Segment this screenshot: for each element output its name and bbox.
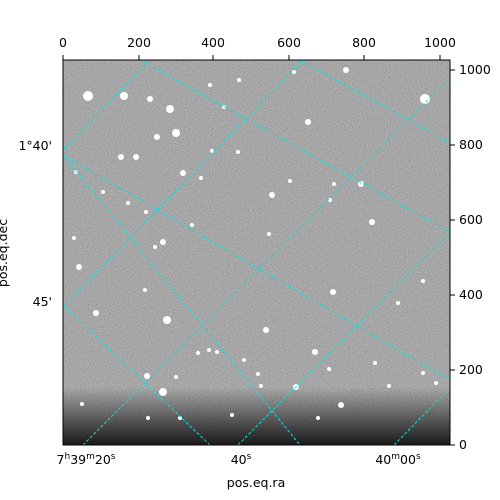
left-axis: 1°40' 45' — [18, 138, 52, 309]
star — [199, 176, 203, 180]
star — [174, 375, 178, 379]
star — [396, 301, 400, 305]
star — [373, 361, 377, 365]
star — [126, 201, 130, 205]
grid-line — [299, 60, 450, 144]
star — [420, 94, 430, 104]
top-tick-label: 400 — [201, 35, 225, 50]
star — [163, 316, 171, 324]
star — [76, 264, 82, 270]
grid-line — [63, 60, 151, 151]
grid-line — [63, 304, 211, 445]
star — [267, 232, 271, 236]
tick-marks — [62, 55, 455, 446]
top-tick-label: 0 — [59, 35, 67, 50]
star — [256, 372, 260, 376]
star — [159, 388, 167, 396]
bottom-tick-label: 40s — [231, 452, 252, 467]
star — [208, 83, 212, 87]
star — [144, 373, 150, 379]
star — [343, 67, 349, 73]
star — [80, 402, 84, 406]
star — [237, 78, 241, 82]
y-axis-title: pos.eq.dec — [0, 219, 10, 287]
star — [230, 413, 234, 417]
star — [154, 134, 160, 140]
top-tick-label: 800 — [352, 35, 376, 50]
top-tick-label: 200 — [127, 35, 151, 50]
star — [180, 170, 186, 176]
star — [369, 219, 375, 225]
grid-line — [82, 77, 450, 445]
right-tick-label: 800 — [459, 137, 483, 152]
plot-frame — [62, 59, 451, 446]
star — [327, 367, 331, 371]
x-axis-title: pos.eq.ra — [227, 475, 285, 490]
star — [153, 245, 157, 249]
sky-image — [63, 60, 450, 445]
star — [434, 381, 438, 385]
top-tick-label: 600 — [277, 35, 301, 50]
star — [215, 350, 219, 354]
star — [421, 371, 425, 375]
star — [236, 150, 240, 154]
star — [72, 236, 76, 240]
star — [338, 402, 344, 408]
star — [160, 239, 166, 245]
star — [83, 91, 93, 101]
right-tick-label: 600 — [459, 212, 483, 227]
star — [259, 384, 263, 388]
right-axis: 0 200 400 600 800 1000 — [459, 62, 491, 452]
star — [421, 279, 425, 283]
right-tick-label: 1000 — [459, 62, 491, 77]
right-tick-label: 400 — [459, 287, 483, 302]
left-tick-label: 1°40' — [18, 138, 52, 153]
star — [316, 416, 320, 420]
star — [190, 223, 194, 227]
star — [358, 181, 364, 187]
grid-line — [63, 154, 301, 445]
star — [101, 190, 105, 194]
bottom-tick-label: 40m00s — [375, 452, 421, 467]
left-tick-label: 45' — [33, 294, 52, 309]
star — [147, 96, 153, 102]
coordinate-grid — [63, 60, 450, 445]
grid-line — [63, 60, 304, 308]
grid-line — [237, 231, 450, 445]
star — [144, 210, 148, 214]
star — [143, 288, 147, 292]
star — [332, 182, 336, 186]
star — [292, 70, 296, 74]
star — [387, 384, 391, 388]
star — [166, 105, 174, 113]
star — [93, 310, 99, 316]
star — [74, 170, 78, 174]
star — [207, 348, 211, 352]
star — [312, 349, 318, 355]
right-tick-label: 0 — [459, 437, 467, 452]
bottom-axis: 7h39m20s 40s 40m00s — [57, 452, 421, 467]
star — [288, 179, 292, 183]
bottom-tick-label: 7h39m20s — [57, 452, 116, 467]
star — [120, 92, 128, 100]
right-tick-label: 200 — [459, 362, 483, 377]
star — [263, 327, 269, 333]
star — [172, 129, 180, 137]
star — [133, 154, 139, 160]
star — [305, 119, 311, 125]
top-axis: 0 200 400 600 800 1000 — [59, 35, 456, 50]
star — [146, 416, 150, 420]
star — [269, 192, 275, 198]
star — [242, 358, 246, 362]
top-tick-label: 1000 — [424, 35, 456, 50]
star-field — [72, 67, 438, 420]
grid-line — [393, 387, 450, 445]
star — [196, 351, 200, 355]
star — [330, 289, 336, 295]
grid-line — [139, 60, 450, 233]
star — [118, 154, 124, 160]
